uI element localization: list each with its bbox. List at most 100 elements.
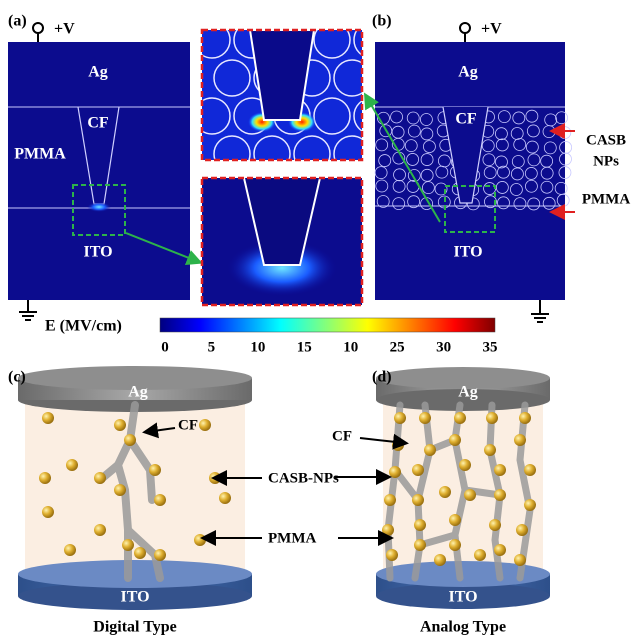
panel-label: (a): [8, 13, 27, 30]
panel-label: (d): [372, 369, 392, 386]
nanoparticle: [481, 139, 495, 153]
device-a: [8, 42, 190, 300]
nanoparticle: [525, 109, 539, 123]
nanoparticle: [526, 124, 540, 138]
nanoparticle: [513, 138, 527, 151]
nanoparticle: [495, 181, 509, 194]
nanoparticle: [421, 181, 435, 195]
nanoparticle: [42, 412, 54, 424]
nanoparticle: [333, 59, 362, 97]
nanoparticle: [122, 539, 134, 551]
nanoparticle: [94, 472, 106, 484]
annotation: CF: [332, 428, 352, 444]
nanoparticle: [419, 113, 433, 126]
annotation: PMMA: [268, 530, 316, 546]
nanoparticle: [154, 494, 166, 506]
nanoparticle: [393, 168, 406, 182]
nanoparticle: [378, 154, 392, 167]
nanoparticle: [434, 554, 446, 566]
nanoparticle: [494, 544, 506, 556]
layer-label: Ag: [458, 64, 478, 81]
nanoparticle: [414, 539, 426, 551]
layer-label: Ag: [128, 384, 148, 401]
nanoparticle: [459, 459, 471, 471]
voltage-label: +V: [54, 21, 75, 38]
nanoparticle: [386, 549, 398, 561]
colorbar: E (MV/cm) 0 5 10 15 10 25 30 35: [45, 318, 498, 356]
nanoparticle: [484, 444, 496, 456]
nanoparticle: [374, 166, 388, 180]
panel-label: (b): [372, 13, 392, 30]
nanoparticle: [420, 168, 434, 182]
nanoparticle: [213, 135, 251, 160]
annotation: NPs: [593, 153, 619, 169]
nanoparticle: [379, 124, 393, 138]
nanoparticle: [392, 197, 406, 211]
nanoparticle: [404, 139, 418, 153]
nanoparticle: [423, 140, 436, 153]
nanoparticle: [449, 539, 461, 551]
colorbar-tick-label: 10: [250, 339, 265, 355]
filament-label: CF: [455, 111, 477, 128]
nanoparticle: [527, 153, 541, 167]
annotation: CF: [178, 417, 198, 433]
nanoparticle: [124, 434, 136, 446]
nanoparticle: [382, 524, 394, 536]
layer-label: ITO: [83, 244, 112, 261]
panel-d: (d) Ag ITO CF Analog Type: [332, 367, 550, 636]
layer-label: ITO: [448, 589, 477, 606]
nanoparticle: [434, 182, 448, 196]
nanoparticle: [375, 138, 389, 152]
nanoparticle: [486, 412, 498, 424]
nanoparticle: [64, 544, 76, 556]
nanoparticle: [497, 165, 510, 179]
nanoparticle: [497, 110, 511, 124]
annotation: PMMA: [582, 191, 630, 207]
filament: [416, 531, 459, 549]
nanoparticle: [510, 167, 524, 181]
nanoparticle: [424, 444, 436, 456]
nanoparticle: [540, 180, 554, 194]
filament-label: CF: [87, 115, 109, 132]
nanoparticle: [333, 135, 362, 160]
nanoparticle: [134, 547, 146, 559]
nanoparticle: [510, 127, 524, 140]
nanoparticle: [494, 127, 508, 141]
nanoparticle: [519, 412, 531, 424]
annotation: CASB: [586, 132, 626, 148]
colorbar-tick-label: 35: [483, 339, 498, 355]
nanoparticle: [407, 169, 421, 182]
nanoparticle: [494, 489, 506, 501]
nanoparticle: [449, 434, 461, 446]
nanoparticle: [202, 97, 231, 135]
nanoparticle: [149, 464, 161, 476]
nanoparticle: [390, 110, 403, 124]
nanoparticle: [406, 111, 420, 125]
nanoparticle: [494, 464, 506, 476]
colorbar-tick-label: 10: [343, 339, 358, 355]
nanoparticle: [394, 412, 406, 424]
inset-bottom: [200, 176, 364, 307]
nanoparticle: [509, 183, 523, 196]
layer-label: ITO: [120, 589, 149, 606]
nanoparticle: [516, 524, 528, 536]
nanoparticle: [202, 30, 231, 59]
panel-a: (a) +V Ag CF PMMA ITO: [8, 13, 203, 321]
colorbar-tick-label: 15: [297, 339, 312, 355]
nanoparticle: [419, 412, 431, 424]
nanoparticle: [42, 506, 54, 518]
nanoparticle: [512, 111, 526, 125]
nanoparticle: [199, 419, 211, 431]
nanoparticle: [420, 127, 434, 141]
nanoparticle: [406, 153, 420, 166]
nanoparticle: [389, 466, 401, 478]
nanoparticle: [559, 152, 572, 166]
nanoparticle: [66, 459, 78, 471]
nanoparticle: [489, 519, 501, 531]
nanoparticle: [514, 434, 526, 446]
matrix-label: PMMA: [14, 146, 66, 163]
colorbar-tick-label: 5: [208, 339, 216, 355]
nanoparticle: [482, 153, 496, 167]
nanoparticle: [524, 464, 536, 476]
